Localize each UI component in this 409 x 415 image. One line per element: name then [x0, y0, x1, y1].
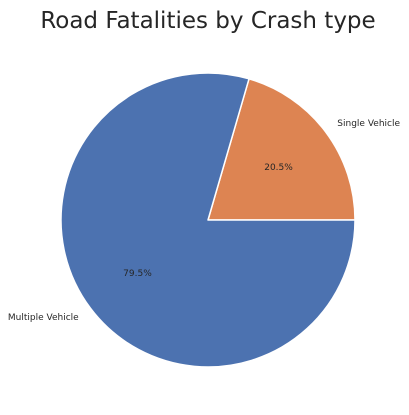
pie-slice-single-vehicle [207, 78, 356, 221]
slice-label: Single Vehicle [337, 119, 400, 129]
pie-labels: Single Vehicle 20.5% Multiple Vehicle 79.5% [8, 119, 401, 323]
slice-percentage-label: 20.5% [264, 163, 293, 173]
chart-title: Road Fatalities by Crash type [40, 8, 375, 34]
pie-slice-multiple-vehicle [60, 72, 356, 368]
slice-percentage-label: 79.5% [123, 269, 152, 279]
slice-label: Multiple Vehicle [8, 313, 79, 323]
pie-slices [60, 72, 356, 368]
